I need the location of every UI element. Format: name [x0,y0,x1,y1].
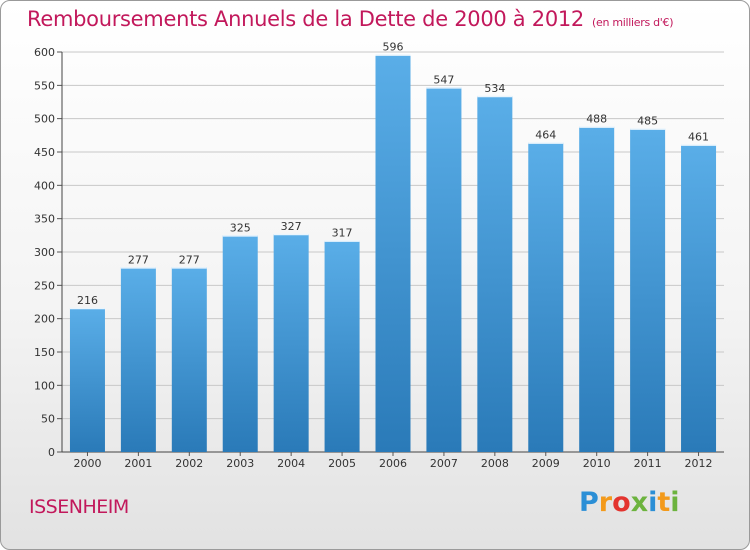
logo-letter: i [648,487,658,518]
data-label-2002: 277 [179,253,200,266]
x-tick-label-2002: 2002 [175,457,203,470]
logo-letter: r [598,487,613,518]
bar-2001 [120,267,156,452]
data-label-2009: 464 [535,129,556,142]
logo-letter: o [612,487,631,518]
y-tick-label: 550 [34,79,55,92]
chart-subtitle: (en milliers d'€) [592,16,674,29]
bar-2012 [681,144,717,452]
bar-2008 [477,96,513,452]
y-tick-label: 0 [48,446,55,459]
data-label-2006: 596 [383,41,404,54]
x-tick-label-2005: 2005 [328,457,356,470]
logo-letter: i [670,487,680,518]
x-tick-label-2006: 2006 [379,457,407,470]
y-tick-label: 500 [34,113,55,126]
data-label-2004: 327 [281,220,302,233]
bar-2009 [528,142,564,452]
data-label-2007: 547 [433,73,454,86]
x-tick-label-2010: 2010 [583,457,611,470]
chart-title-text: Remboursements Annuels de la Dette de 20… [27,7,584,31]
data-label-2011: 485 [637,115,658,128]
data-label-2005: 317 [332,227,353,240]
bar-layer: 216 277 277 325 327 317 596 547 534 464 488 485 461 [69,41,717,453]
bar-2010 [579,126,615,453]
logo-letter: P [579,487,599,518]
bar-2003 [222,235,258,452]
logo-letter: t [657,487,671,518]
axis-layer: 0 50 100 150 200 250 300 350 400 450 500 550 600 2000… [34,46,724,470]
x-tick-label-2007: 2007 [430,457,458,470]
data-label-2008: 534 [484,82,505,95]
bar-2002 [171,267,207,452]
y-tick-label: 400 [34,179,55,192]
x-tick-label-2012: 2012 [685,457,713,470]
bar-2006 [375,54,411,453]
y-tick-label: 450 [34,146,55,159]
data-label-2000: 216 [77,294,98,307]
data-label-2003: 325 [230,221,251,234]
y-tick-label: 250 [34,279,55,292]
bar-2005 [324,240,360,452]
data-label-2010: 488 [586,113,607,126]
y-tick-label: 600 [34,46,55,59]
x-tick-label-2001: 2001 [124,457,152,470]
proxiti-logo: Proxiti [579,487,680,518]
y-tick-label: 200 [34,313,55,326]
bar-2007 [426,87,462,452]
bar-2004 [273,234,309,452]
x-tick-label-2011: 2011 [634,457,662,470]
x-tick-label-2004: 2004 [277,457,305,470]
bar-2011 [630,128,666,452]
x-tick-label-2009: 2009 [532,457,560,470]
y-tick-label: 100 [34,379,55,392]
x-tick-label-2008: 2008 [481,457,509,470]
commune-name: ISSENHEIM [29,496,129,518]
data-label-2012: 461 [688,131,709,144]
y-tick-label: 300 [34,246,55,259]
x-tick-label-2003: 2003 [226,457,254,470]
y-tick-label: 150 [34,346,55,359]
logo-letter: x [630,487,649,518]
y-tick-label: 350 [34,213,55,226]
chart-title: Remboursements Annuels de la Dette de 20… [27,7,673,31]
bar-2000 [69,308,105,452]
y-tick-label: 50 [41,413,55,426]
data-label-2001: 277 [128,253,149,266]
x-tick-label-2000: 2000 [73,457,101,470]
